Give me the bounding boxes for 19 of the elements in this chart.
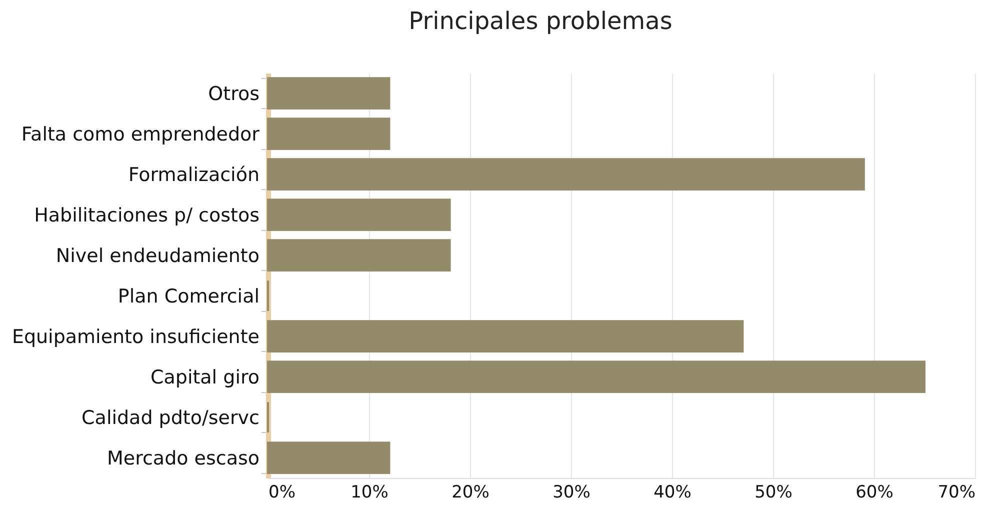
y-tick-label: Equipamiento insuficiente — [12, 326, 260, 348]
x-tick-label: 20% — [452, 482, 490, 502]
x-tick-label: 40% — [654, 482, 692, 502]
y-tick-label: Mercado escaso — [107, 447, 260, 470]
x-tick-label: 70% — [938, 482, 976, 502]
x-tick-label: 60% — [856, 482, 894, 502]
x-tick-label: 30% — [552, 482, 590, 502]
y-tick-label: Capital giro — [150, 366, 260, 388]
x-tick-label: 0% — [268, 482, 296, 502]
y-tick-label: Formalización — [128, 164, 260, 186]
y-tick-label: Plan Comercial — [118, 285, 260, 308]
y-tick-label: Habilitaciones p/ costos — [34, 204, 260, 226]
y-tick-label: Otros — [208, 82, 260, 105]
y-tick-label: Falta como emprendedor — [21, 123, 260, 146]
y-tick-label: Calidad pdto/servc — [82, 406, 260, 429]
chart-title: Principales problemas — [408, 7, 672, 35]
y-tick-label: Nivel endeudamiento — [56, 244, 260, 267]
x-tick-label: 50% — [754, 482, 792, 502]
x-tick-label: 10% — [350, 482, 388, 502]
